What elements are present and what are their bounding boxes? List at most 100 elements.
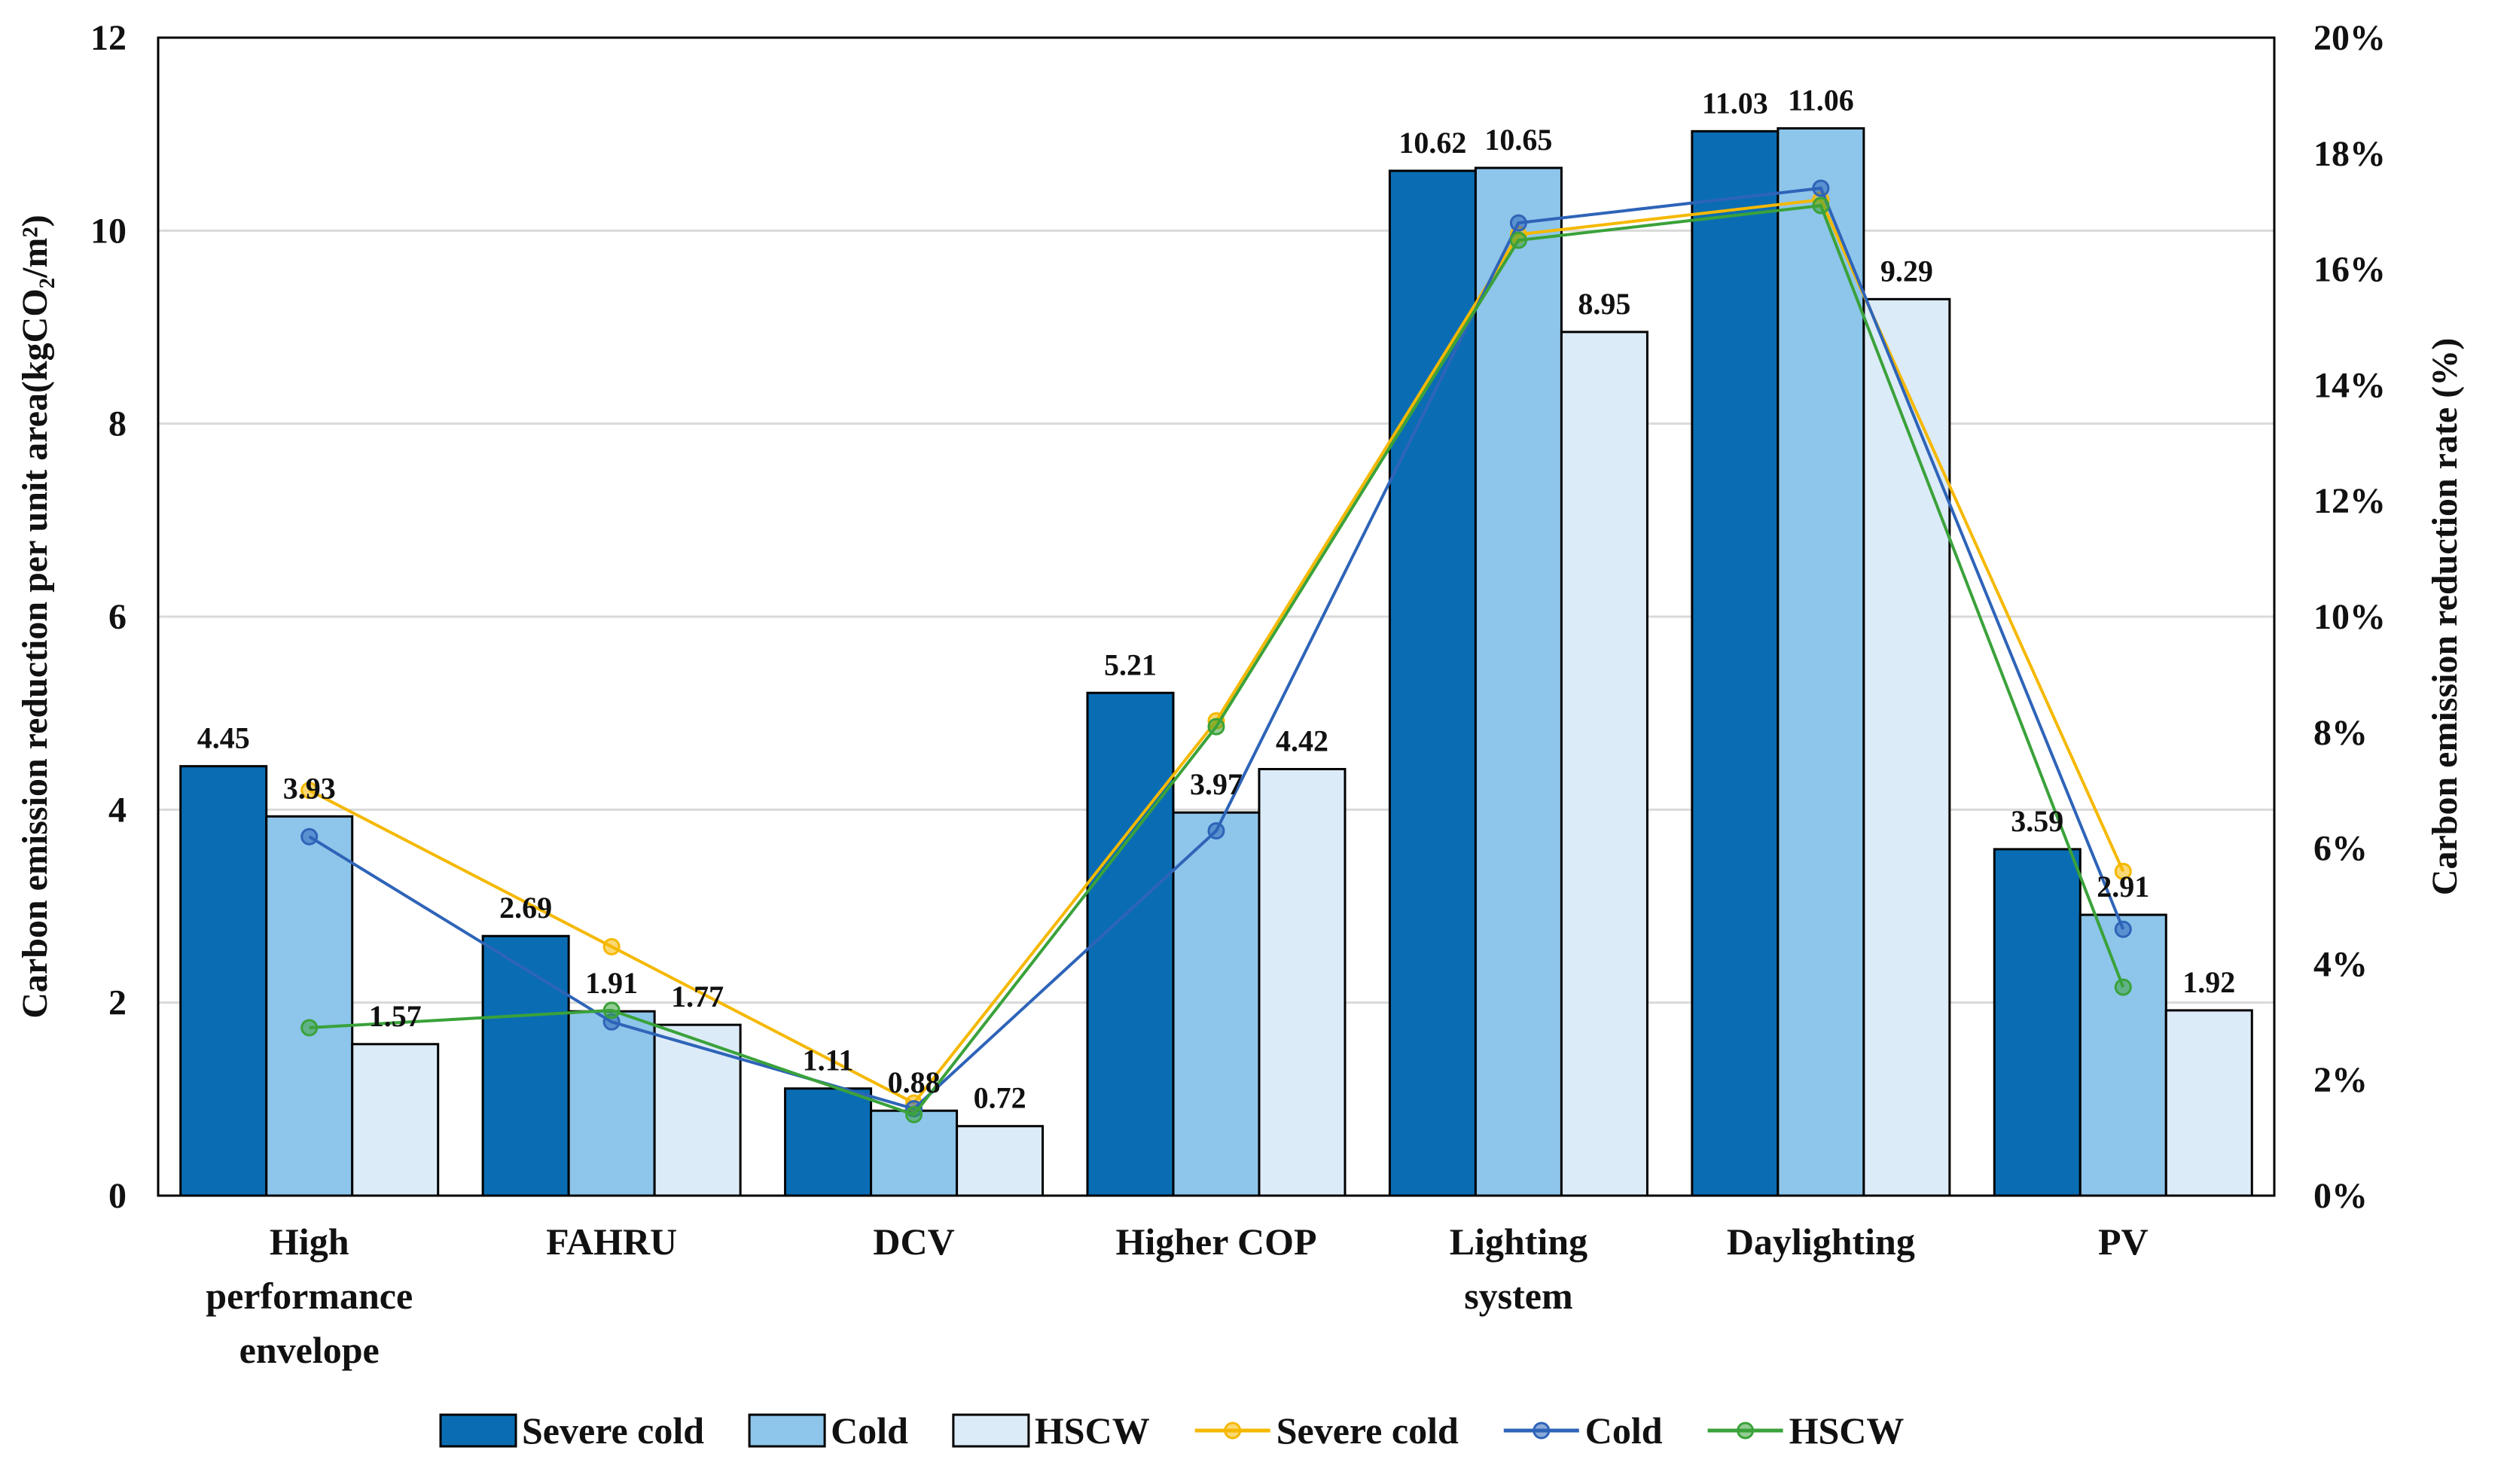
y2-tick-label: 4%: [2313, 944, 2368, 984]
legend-label: Severe cold: [522, 1409, 704, 1452]
line-point: [602, 937, 621, 955]
data-label: 11.06: [1788, 83, 1854, 117]
line-point: [300, 782, 319, 800]
data-label: 1.77: [671, 980, 724, 1013]
category-label: Higher COP: [1115, 1220, 1316, 1263]
data-label: 4.42: [1276, 724, 1328, 758]
bar: [1862, 297, 1951, 1197]
x-axis-labels: High performance envelope FAHRU DCV Higher CO…: [206, 1220, 2148, 1371]
category-label: DCV: [873, 1220, 954, 1263]
y2-tick-label: 6%: [2313, 829, 2368, 869]
line-point: [1207, 718, 1225, 736]
bar: [1388, 169, 1477, 1197]
data-label: 2.91: [2097, 870, 2149, 904]
data-label: 0.88: [888, 1065, 941, 1099]
data-label: 3.93: [283, 771, 336, 805]
data-label: 3.97: [1190, 767, 1243, 801]
data-label: 3.59: [2011, 804, 2063, 838]
bar: [265, 815, 354, 1197]
legend-marker: [1533, 1422, 1551, 1440]
legend-label: Severe cold: [1276, 1409, 1459, 1452]
y2-tick-label: 8%: [2313, 713, 2368, 753]
legend-marker: [1737, 1422, 1755, 1440]
bar: [1691, 130, 1780, 1197]
legend-label: HSCW: [1035, 1409, 1150, 1452]
y-axis-title: Carbon emission reduction per unit area(…: [15, 215, 55, 1018]
bar: [1172, 811, 1261, 1197]
y-tick-label: 6: [108, 597, 127, 637]
y-tick-label: 4: [108, 790, 127, 830]
line-series-group: [300, 179, 2132, 1123]
bar: [1086, 691, 1175, 1197]
legend-swatch: [952, 1413, 1030, 1448]
category-label: High: [270, 1220, 349, 1263]
y-tick-label: 2: [108, 983, 127, 1023]
y2-tick-label: 14%: [2313, 365, 2386, 405]
y2-axis-ticks: 0% 2% 4% 6% 8% 10% 12% 14% 16% 18% 20%: [2313, 18, 2386, 1216]
bar: [567, 1010, 656, 1197]
data-label: 5.21: [1104, 648, 1157, 681]
category-label: PV: [2098, 1220, 2149, 1263]
y2-tick-label: 0%: [2313, 1176, 2368, 1216]
data-label: 8.95: [1578, 287, 1630, 321]
category-label: Daylighting: [1727, 1220, 1915, 1263]
y2-tick-label: 16%: [2313, 250, 2386, 290]
legend-swatch: [439, 1413, 517, 1448]
line-point: [602, 1001, 621, 1019]
line-point: [2114, 920, 2132, 938]
legend-swatch: [748, 1413, 826, 1448]
data-label: 0.72: [974, 1081, 1026, 1115]
line-point: [2114, 862, 2132, 880]
line-point: [1509, 231, 1527, 249]
legend-label: Cold: [1585, 1409, 1663, 1452]
data-label: 4.45: [197, 721, 250, 755]
bar: [2078, 913, 2167, 1197]
y2-tick-label: 10%: [2313, 597, 2386, 637]
y-axis-ticks: 0 2 4 6 8 10 12: [90, 18, 127, 1216]
line-point: [300, 827, 319, 846]
bar: [1258, 768, 1347, 1197]
y2-tick-label: 20%: [2313, 18, 2386, 58]
bar: [1474, 166, 1563, 1197]
category-label: performance: [206, 1275, 413, 1317]
y2-tick-label: 2%: [2313, 1060, 2368, 1100]
line-point: [1812, 179, 1830, 197]
y2-tick-label: 18%: [2313, 134, 2386, 174]
data-label: 10.62: [1398, 126, 1466, 160]
bar: [1777, 126, 1865, 1197]
bar: [1560, 331, 1648, 1197]
legend-marker: [1224, 1422, 1242, 1440]
data-label: 1.57: [369, 999, 422, 1033]
category-label: envelope: [239, 1329, 380, 1371]
legend: Severe cold Cold HSCW Severe cold Cold HSCW: [439, 1409, 1905, 1452]
bar: [179, 765, 268, 1197]
line-point: [1509, 214, 1527, 232]
y-tick-label: 12: [90, 18, 127, 58]
value-labels: 4.45 2.69 1.11 5.21 10.62 11.03 3.59 3.93 1.91 0.…: [197, 83, 2236, 1114]
line-point: [2114, 978, 2132, 996]
category-label: FAHRU: [546, 1220, 677, 1263]
bar: [870, 1109, 959, 1197]
legend-label: Cold: [831, 1409, 908, 1452]
data-label: 2.69: [499, 891, 552, 925]
legend-label: HSCW: [1789, 1409, 1905, 1452]
data-label: 1.91: [585, 966, 638, 1000]
data-label: 10.65: [1484, 123, 1552, 157]
line-point: [1207, 822, 1225, 840]
bar: [481, 934, 570, 1197]
bar-series-group: [179, 126, 2253, 1197]
bar: [784, 1087, 873, 1197]
line-point: [300, 1019, 319, 1037]
y2-tick-label: 12%: [2313, 481, 2386, 521]
plot-frame: [157, 36, 2276, 1197]
y-tick-label: 10: [90, 211, 127, 251]
bar: [1993, 848, 2082, 1197]
data-label: 1.92: [2182, 965, 2235, 999]
y-tick-label: 0: [108, 1176, 127, 1216]
category-label: Lighting: [1450, 1220, 1587, 1263]
bar: [2164, 1009, 2253, 1197]
line-point: [905, 1105, 923, 1123]
data-label: 9.29: [1880, 254, 1933, 288]
data-label: 1.11: [803, 1044, 854, 1077]
